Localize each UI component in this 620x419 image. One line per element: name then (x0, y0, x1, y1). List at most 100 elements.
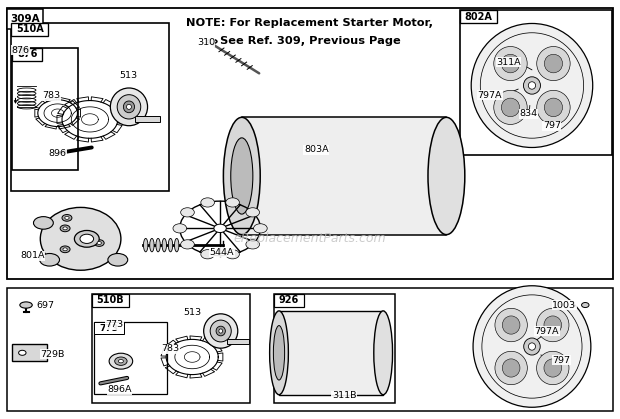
Text: eReplacementParts.com: eReplacementParts.com (234, 232, 386, 246)
Text: 544A: 544A (210, 248, 234, 257)
Ellipse shape (223, 117, 260, 235)
Ellipse shape (495, 308, 528, 342)
Ellipse shape (180, 240, 194, 249)
Ellipse shape (40, 207, 121, 270)
Ellipse shape (537, 91, 570, 124)
FancyBboxPatch shape (12, 48, 78, 170)
Ellipse shape (495, 351, 528, 385)
FancyBboxPatch shape (94, 322, 124, 334)
Ellipse shape (528, 343, 536, 350)
FancyBboxPatch shape (274, 294, 395, 403)
Text: 783: 783 (161, 344, 180, 353)
Ellipse shape (502, 316, 520, 334)
Ellipse shape (226, 198, 239, 207)
Ellipse shape (254, 224, 267, 233)
Ellipse shape (19, 350, 26, 355)
Ellipse shape (201, 250, 215, 259)
Ellipse shape (115, 357, 127, 365)
Ellipse shape (33, 217, 53, 229)
Text: 309A: 309A (11, 14, 40, 24)
FancyBboxPatch shape (7, 8, 613, 279)
Ellipse shape (110, 88, 148, 126)
Ellipse shape (63, 248, 67, 251)
Ellipse shape (524, 338, 540, 355)
Ellipse shape (494, 91, 527, 124)
FancyBboxPatch shape (11, 23, 169, 191)
Ellipse shape (74, 230, 99, 247)
Ellipse shape (201, 198, 215, 207)
Ellipse shape (180, 208, 194, 217)
FancyBboxPatch shape (7, 288, 613, 411)
Text: 797A: 797A (477, 91, 502, 100)
Ellipse shape (60, 246, 70, 253)
FancyBboxPatch shape (135, 116, 160, 122)
Text: 773: 773 (100, 323, 118, 333)
Text: NOTE: For Replacement Starter Motor,: NOTE: For Replacement Starter Motor, (187, 18, 433, 28)
Ellipse shape (207, 39, 217, 44)
Ellipse shape (502, 98, 520, 117)
Text: 310: 310 (197, 38, 215, 47)
Text: 803A: 803A (304, 145, 329, 154)
FancyBboxPatch shape (92, 294, 250, 403)
Ellipse shape (428, 117, 465, 235)
FancyBboxPatch shape (12, 48, 42, 61)
Ellipse shape (219, 329, 223, 333)
Text: 926: 926 (279, 295, 299, 305)
Ellipse shape (226, 250, 239, 259)
Ellipse shape (62, 215, 72, 221)
Ellipse shape (156, 238, 160, 252)
Ellipse shape (94, 240, 104, 246)
Ellipse shape (536, 308, 569, 342)
Ellipse shape (64, 216, 69, 220)
Ellipse shape (80, 234, 94, 243)
FancyBboxPatch shape (12, 344, 46, 361)
Ellipse shape (118, 360, 123, 363)
Ellipse shape (544, 316, 562, 334)
Text: 783: 783 (42, 91, 61, 100)
Ellipse shape (216, 326, 226, 336)
Ellipse shape (214, 224, 226, 233)
Text: 510B: 510B (97, 295, 124, 305)
Ellipse shape (97, 241, 102, 245)
Ellipse shape (582, 303, 589, 308)
Ellipse shape (150, 238, 154, 252)
FancyBboxPatch shape (7, 9, 43, 29)
FancyBboxPatch shape (274, 294, 304, 307)
Ellipse shape (374, 311, 392, 395)
Text: 797: 797 (542, 121, 561, 130)
Ellipse shape (143, 238, 148, 252)
Ellipse shape (126, 104, 131, 109)
FancyBboxPatch shape (92, 294, 129, 307)
Ellipse shape (471, 23, 593, 147)
Text: 896A: 896A (107, 385, 132, 394)
FancyBboxPatch shape (11, 23, 48, 36)
FancyArrowPatch shape (14, 98, 17, 103)
Ellipse shape (273, 326, 285, 380)
Text: See Ref. 309, Previous Page: See Ref. 309, Previous Page (219, 36, 401, 46)
Ellipse shape (109, 353, 133, 369)
Text: 513: 513 (183, 308, 202, 317)
Text: 1003: 1003 (552, 300, 576, 310)
Ellipse shape (544, 54, 562, 73)
Text: 797: 797 (552, 356, 570, 365)
Text: 797A: 797A (534, 326, 559, 336)
FancyBboxPatch shape (242, 117, 446, 235)
Ellipse shape (528, 82, 536, 89)
Ellipse shape (210, 320, 231, 342)
Text: 311A: 311A (496, 57, 521, 67)
Ellipse shape (175, 238, 179, 252)
Ellipse shape (523, 77, 541, 94)
Text: 510A: 510A (16, 24, 43, 34)
FancyBboxPatch shape (460, 10, 497, 23)
Text: 876: 876 (17, 49, 37, 59)
Ellipse shape (20, 302, 32, 308)
Ellipse shape (246, 240, 260, 249)
Ellipse shape (502, 54, 520, 73)
Text: 801A: 801A (20, 251, 45, 260)
Ellipse shape (108, 253, 128, 266)
Ellipse shape (544, 98, 562, 117)
FancyBboxPatch shape (279, 311, 383, 395)
Text: 896: 896 (48, 149, 67, 158)
Ellipse shape (473, 286, 591, 407)
Text: 513: 513 (119, 71, 138, 80)
